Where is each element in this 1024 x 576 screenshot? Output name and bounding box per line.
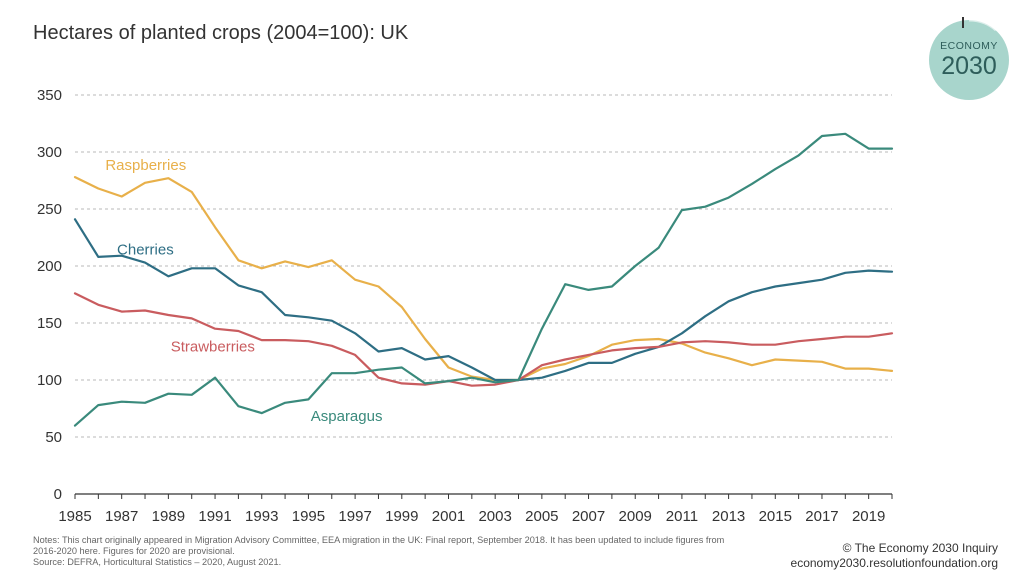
series-label-asparagus: Asparagus [311, 408, 383, 425]
notes-line-1: Notes: This chart originally appeared in… [33, 535, 725, 545]
x-tick-label-1997: 1997 [338, 508, 371, 525]
y-tick-label-0: 0 [54, 486, 62, 503]
copyright-block: © The Economy 2030 Inquiry economy2030.r… [791, 541, 998, 571]
x-tick-label-2015: 2015 [759, 508, 792, 525]
series-label-strawberries: Strawberries [171, 339, 255, 356]
y-tick-label-350: 350 [37, 87, 62, 104]
x-tick-label-1991: 1991 [198, 508, 231, 525]
x-tick-label-2005: 2005 [525, 508, 558, 525]
x-tick-label-2001: 2001 [432, 508, 465, 525]
y-tick-label-300: 300 [37, 144, 62, 161]
notes-line-2: 2016-2020 here. Figures for 2020 are pro… [33, 546, 235, 556]
chart-series-labels: Raspberries Cherries Strawberries Asparagus [105, 157, 382, 425]
x-tick-label-1995: 1995 [292, 508, 325, 525]
series-line-asparagus [73, 132, 894, 427]
y-tick-label-150: 150 [37, 315, 62, 332]
economy-2030-badge: ECONOMY 2030 [923, 14, 1015, 106]
source-line: Source: DEFRA, Horticultural Statistics … [33, 557, 282, 567]
x-tick-label-2011: 2011 [666, 508, 698, 525]
chart-title: Hectares of planted crops (2004=100): UK [33, 22, 409, 44]
series-line-cherries [73, 218, 894, 382]
x-tick-label-2009: 2009 [619, 508, 652, 525]
y-tick-label-200: 200 [37, 258, 62, 275]
chart-notes: Notes: This chart originally appeared in… [33, 535, 813, 568]
y-tick-label-100: 100 [37, 372, 62, 389]
y-tick-label-50: 50 [45, 429, 62, 446]
x-tick-label-1993: 1993 [245, 508, 278, 525]
x-tick-label-2017: 2017 [805, 508, 838, 525]
x-tick-label-2007: 2007 [572, 508, 605, 525]
copyright-text: © The Economy 2030 Inquiry [842, 541, 998, 555]
x-tick-label-1999: 1999 [385, 508, 418, 525]
badge-circle-icon [929, 17, 1009, 100]
series-line-raspberries [73, 176, 894, 382]
series-label-cherries: Cherries [117, 242, 174, 259]
x-tick-label-2003: 2003 [478, 508, 511, 525]
badge-economy-label: ECONOMY [940, 40, 998, 52]
x-tick-label-1985: 1985 [58, 508, 91, 525]
y-tick-label-250: 250 [37, 201, 62, 218]
x-tick-label-1989: 1989 [152, 508, 185, 525]
website-link[interactable]: economy2030.resolutionfoundation.org [790, 556, 998, 570]
series-label-raspberries: Raspberries [105, 157, 186, 174]
chart-axes: 0 50 100 150 200 250 300 350 1985 1987 1989 1991 199… [37, 87, 893, 525]
x-tick-label-1987: 1987 [105, 508, 138, 525]
x-tick-label-2019: 2019 [852, 508, 885, 525]
x-tick-label-2013: 2013 [712, 508, 745, 525]
chart-gridlines [75, 94, 892, 438]
badge-year-label: 2030 [941, 52, 997, 80]
series-line-strawberries [73, 292, 894, 387]
chart-series [73, 132, 894, 427]
